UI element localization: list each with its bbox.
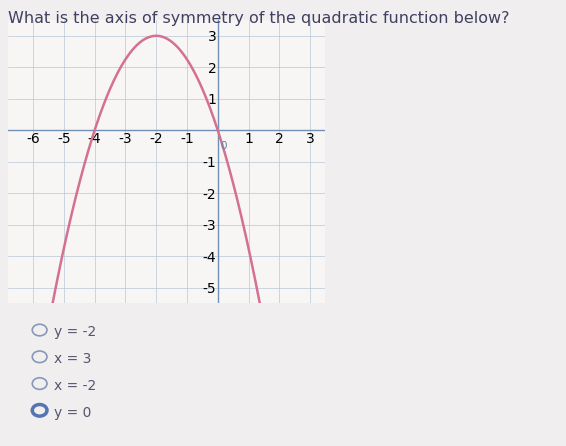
Text: 0: 0 [220, 141, 227, 151]
Text: What is the axis of symmetry of the quadratic function below?: What is the axis of symmetry of the quad… [8, 11, 510, 26]
Text: y = -2: y = -2 [54, 325, 96, 339]
Text: x = -2: x = -2 [54, 379, 96, 393]
Text: y = 0: y = 0 [54, 405, 91, 420]
Text: x = 3: x = 3 [54, 352, 91, 366]
